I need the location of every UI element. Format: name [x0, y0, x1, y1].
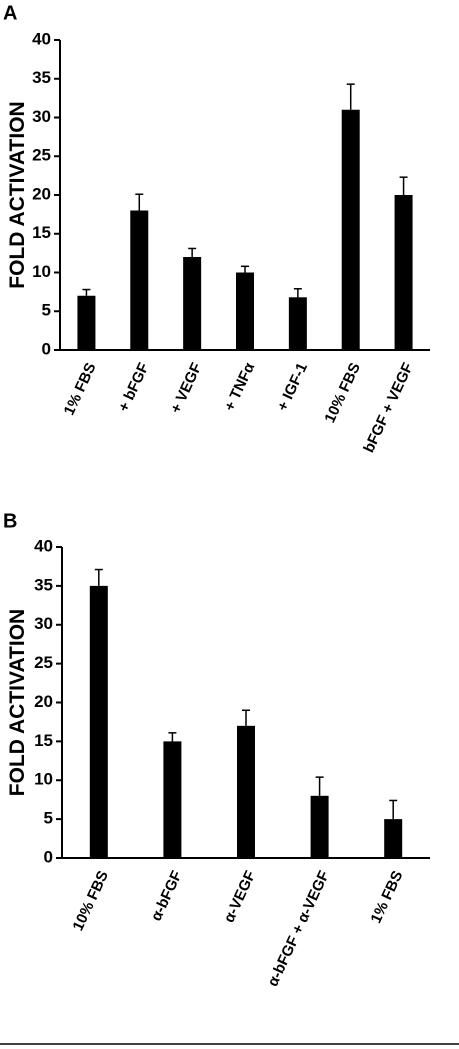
y-axis-title: FOLD ACTIVATION	[6, 101, 29, 288]
y-tick-label: 10	[34, 770, 53, 789]
bar	[237, 725, 255, 858]
bar	[163, 741, 182, 858]
bar	[341, 109, 360, 350]
x-tick-label: α-bFGF + α-VEGF	[264, 868, 332, 989]
bar	[183, 257, 202, 350]
x-tick-label: 1% FBS	[61, 360, 100, 418]
x-tick-label: + IGF-1	[274, 360, 311, 414]
y-tick-label: 15	[32, 223, 51, 242]
y-tick-label: 20	[32, 184, 51, 203]
y-tick-label: 25	[34, 653, 53, 672]
y-tick-label: 5	[44, 809, 53, 828]
bar	[77, 295, 96, 350]
bar	[236, 272, 254, 350]
x-tick-label: 10% FBS	[321, 360, 364, 425]
bar	[310, 795, 329, 858]
bar	[130, 210, 149, 350]
x-tick-label: + bFGF	[115, 360, 152, 414]
y-tick-label: 30	[32, 107, 51, 126]
y-tick-label: 35	[34, 575, 53, 594]
y-tick-label: 0	[44, 847, 53, 866]
y-tick-label: 40	[32, 29, 51, 48]
y-tick-label: 0	[42, 339, 51, 358]
panel-label: A	[3, 2, 17, 24]
bar	[288, 297, 307, 350]
x-tick-label: + VEGF	[167, 360, 205, 416]
y-tick-label: 15	[34, 731, 53, 750]
y-tick-label: 5	[42, 301, 51, 320]
x-tick-label: 10% FBS	[69, 868, 112, 933]
y-tick-label: 30	[34, 614, 53, 633]
y-tick-label: 35	[32, 68, 51, 87]
x-tick-label: 1% FBS	[367, 868, 406, 926]
y-tick-label: 25	[32, 146, 51, 165]
bar	[89, 585, 108, 858]
bar	[384, 819, 403, 858]
bar	[394, 195, 413, 350]
x-tick-label: + TNFα	[221, 359, 258, 413]
y-axis-title: FOLD ACTIVATION	[6, 609, 29, 796]
y-tick-label: 10	[32, 262, 51, 281]
y-tick-label: 20	[34, 692, 53, 711]
panel-label: B	[3, 510, 17, 532]
y-tick-label: 40	[34, 536, 53, 555]
x-tick-label: α-bFGF	[148, 868, 186, 924]
x-tick-label: bFGF + VEGF	[360, 360, 416, 455]
x-tick-label: α-VEGF	[221, 868, 260, 925]
